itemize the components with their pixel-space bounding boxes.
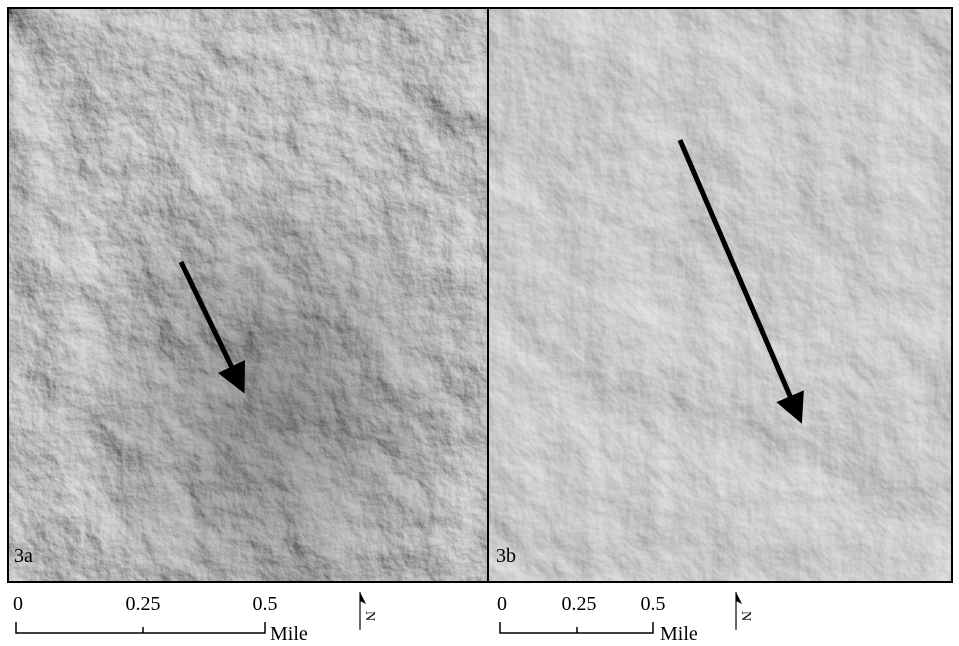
- scale-label: 0.25: [126, 593, 161, 615]
- north-label: N: [738, 611, 753, 621]
- north-label: N: [362, 611, 377, 621]
- shading: [8, 8, 488, 582]
- scale-label: 0.5: [253, 593, 278, 615]
- scale-bar-a: [16, 622, 265, 633]
- scale-bar: [500, 622, 653, 633]
- scale-unit: Mile: [660, 623, 698, 645]
- panel-label: 3a: [14, 545, 33, 567]
- scale-label: 0: [13, 593, 23, 615]
- north-arrow: N: [360, 592, 377, 630]
- panel-b: 3b: [488, 8, 952, 582]
- scale-label: 0: [497, 593, 507, 615]
- scale-bar: [16, 622, 265, 633]
- scale-bar-b: [500, 622, 653, 633]
- scale-unit: Mile: [270, 623, 308, 645]
- figure: 3a 3b 0 0.25 0.5 Mile N 0 0.25 0.5 Mile …: [0, 0, 959, 646]
- hillshade: [488, 8, 952, 582]
- north-arrow: N: [736, 592, 753, 630]
- scale-label: 0.25: [562, 593, 597, 615]
- panel-label: 3b: [496, 545, 516, 567]
- panel-a: 3a: [8, 8, 488, 582]
- scale-label: 0.5: [641, 593, 666, 615]
